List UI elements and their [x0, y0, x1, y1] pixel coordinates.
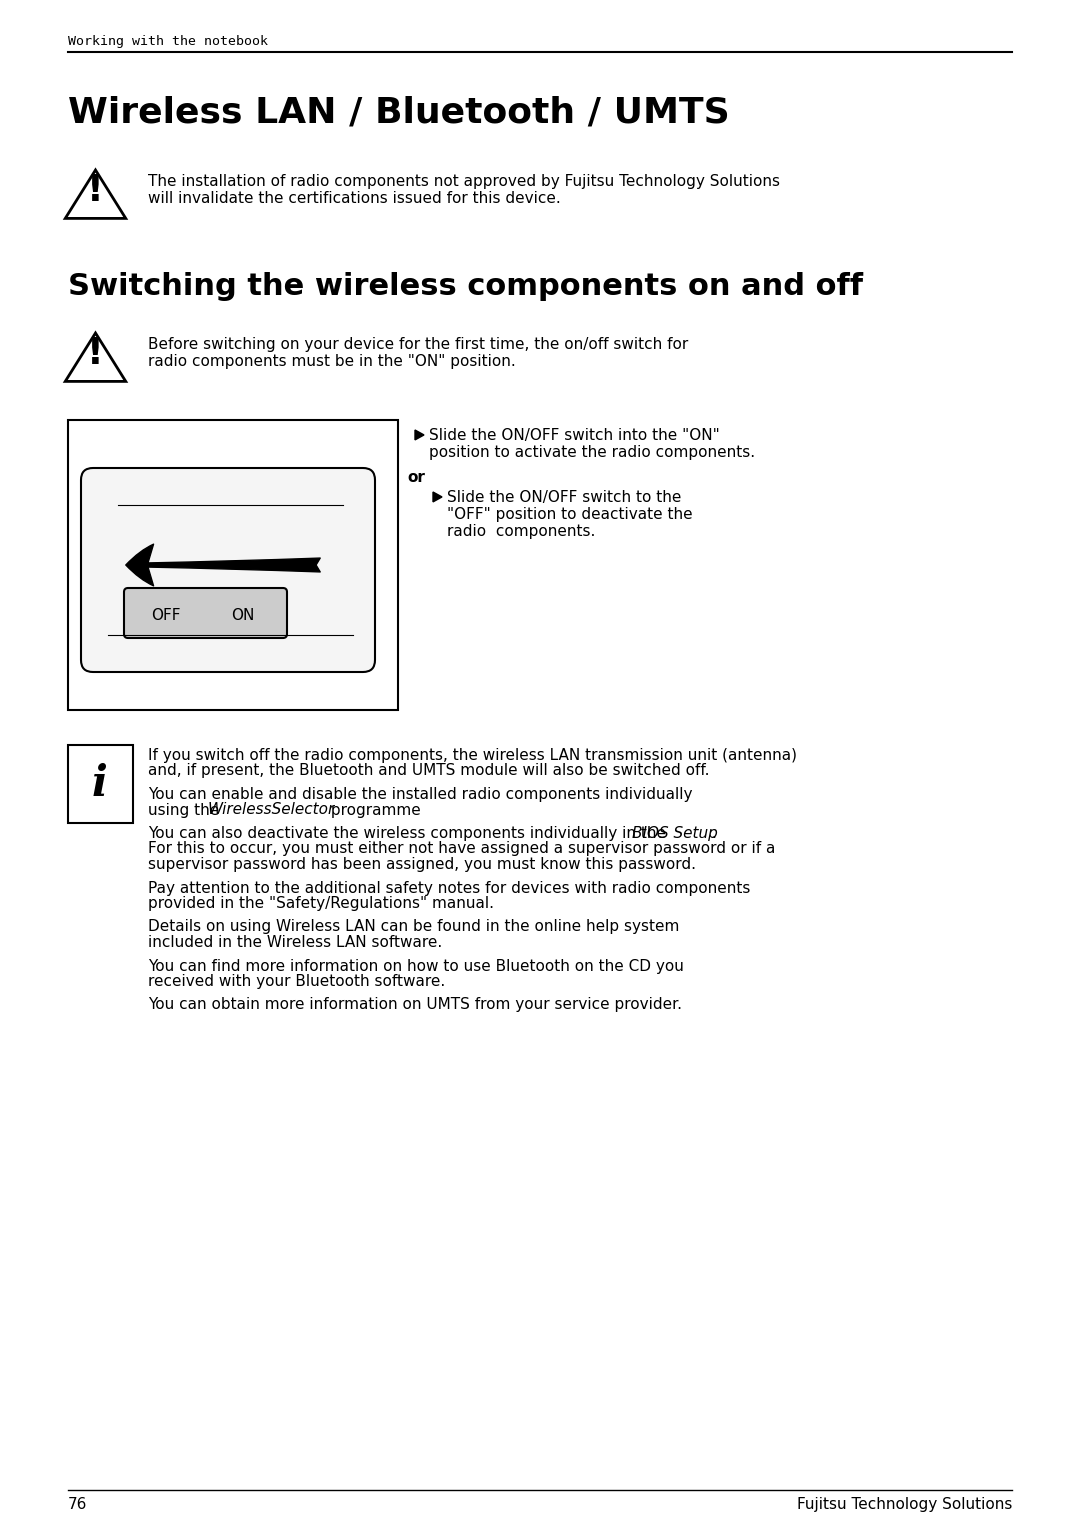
Text: BIOS Setup: BIOS Setup	[632, 826, 718, 841]
Bar	[68, 420, 399, 709]
FancyBboxPatch shape	[81, 468, 375, 673]
Text: Pay attention to the additional safety notes for devices with radio components: Pay attention to the additional safety n…	[148, 881, 751, 896]
Text: Slide the ON/OFF switch to the: Slide the ON/OFF switch to the	[447, 489, 681, 505]
Text: received with your Bluetooth software.: received with your Bluetooth software.	[148, 974, 445, 989]
Text: For this to occur, you must either not have assigned a supervisor password or if: For this to occur, you must either not h…	[148, 841, 775, 856]
Text: If you switch off the radio components, the wireless LAN transmission unit (ante: If you switch off the radio components, …	[148, 748, 797, 763]
Text: !: !	[87, 335, 104, 373]
Text: WirelessSelector: WirelessSelector	[208, 803, 335, 818]
Polygon shape	[433, 492, 442, 502]
Text: supervisor password has been assigned, you must know this password.: supervisor password has been assigned, y…	[148, 856, 696, 872]
Text: You can obtain more information on UMTS from your service provider.: You can obtain more information on UMTS …	[148, 997, 681, 1012]
Bar	[68, 745, 133, 823]
Text: You can enable and disable the installed radio components individually: You can enable and disable the installed…	[148, 787, 692, 803]
Text: provided in the "Safety/Regulations" manual.: provided in the "Safety/Regulations" man…	[148, 896, 494, 911]
Text: Before switching on your device for the first time, the on/off switch for: Before switching on your device for the …	[148, 336, 688, 352]
Text: or: or	[407, 469, 424, 485]
Text: radio components must be in the "ON" position.: radio components must be in the "ON" pos…	[148, 355, 516, 368]
Text: ON: ON	[231, 607, 255, 622]
Text: Slide the ON/OFF switch into the "ON": Slide the ON/OFF switch into the "ON"	[429, 428, 719, 443]
Text: programme: programme	[326, 803, 421, 818]
Text: i: i	[92, 763, 108, 804]
Text: Working with the notebook: Working with the notebook	[68, 35, 268, 47]
Text: Switching the wireless components on and off: Switching the wireless components on and…	[68, 272, 863, 301]
Text: The installation of radio components not approved by Fujitsu Technology Solution: The installation of radio components not…	[148, 174, 780, 190]
Text: included in the Wireless LAN software.: included in the Wireless LAN software.	[148, 936, 442, 950]
Text: You can also deactivate the wireless components individually in the: You can also deactivate the wireless com…	[148, 826, 671, 841]
Polygon shape	[415, 430, 424, 440]
Text: OFF: OFF	[151, 607, 180, 622]
FancyBboxPatch shape	[124, 589, 287, 638]
Text: will invalidate the certifications issued for this device.: will invalidate the certifications issue…	[148, 191, 561, 206]
Text: 76: 76	[68, 1497, 87, 1512]
Text: using the: using the	[148, 803, 225, 818]
Text: radio  components.: radio components.	[447, 524, 595, 540]
Text: Fujitsu Technology Solutions: Fujitsu Technology Solutions	[797, 1497, 1012, 1512]
Text: and, if present, the Bluetooth and UMTS module will also be switched off.: and, if present, the Bluetooth and UMTS …	[148, 763, 710, 778]
Text: .: .	[711, 826, 716, 841]
Text: "OFF" position to deactivate the: "OFF" position to deactivate the	[447, 508, 692, 521]
Text: Wireless LAN / Bluetooth / UMTS: Wireless LAN / Bluetooth / UMTS	[68, 95, 730, 128]
Text: position to activate the radio components.: position to activate the radio component…	[429, 445, 755, 460]
Text: You can find more information on how to use Bluetooth on the CD you: You can find more information on how to …	[148, 959, 684, 974]
Text: Details on using Wireless LAN can be found in the online help system: Details on using Wireless LAN can be fou…	[148, 919, 679, 934]
Text: !: !	[87, 173, 104, 209]
